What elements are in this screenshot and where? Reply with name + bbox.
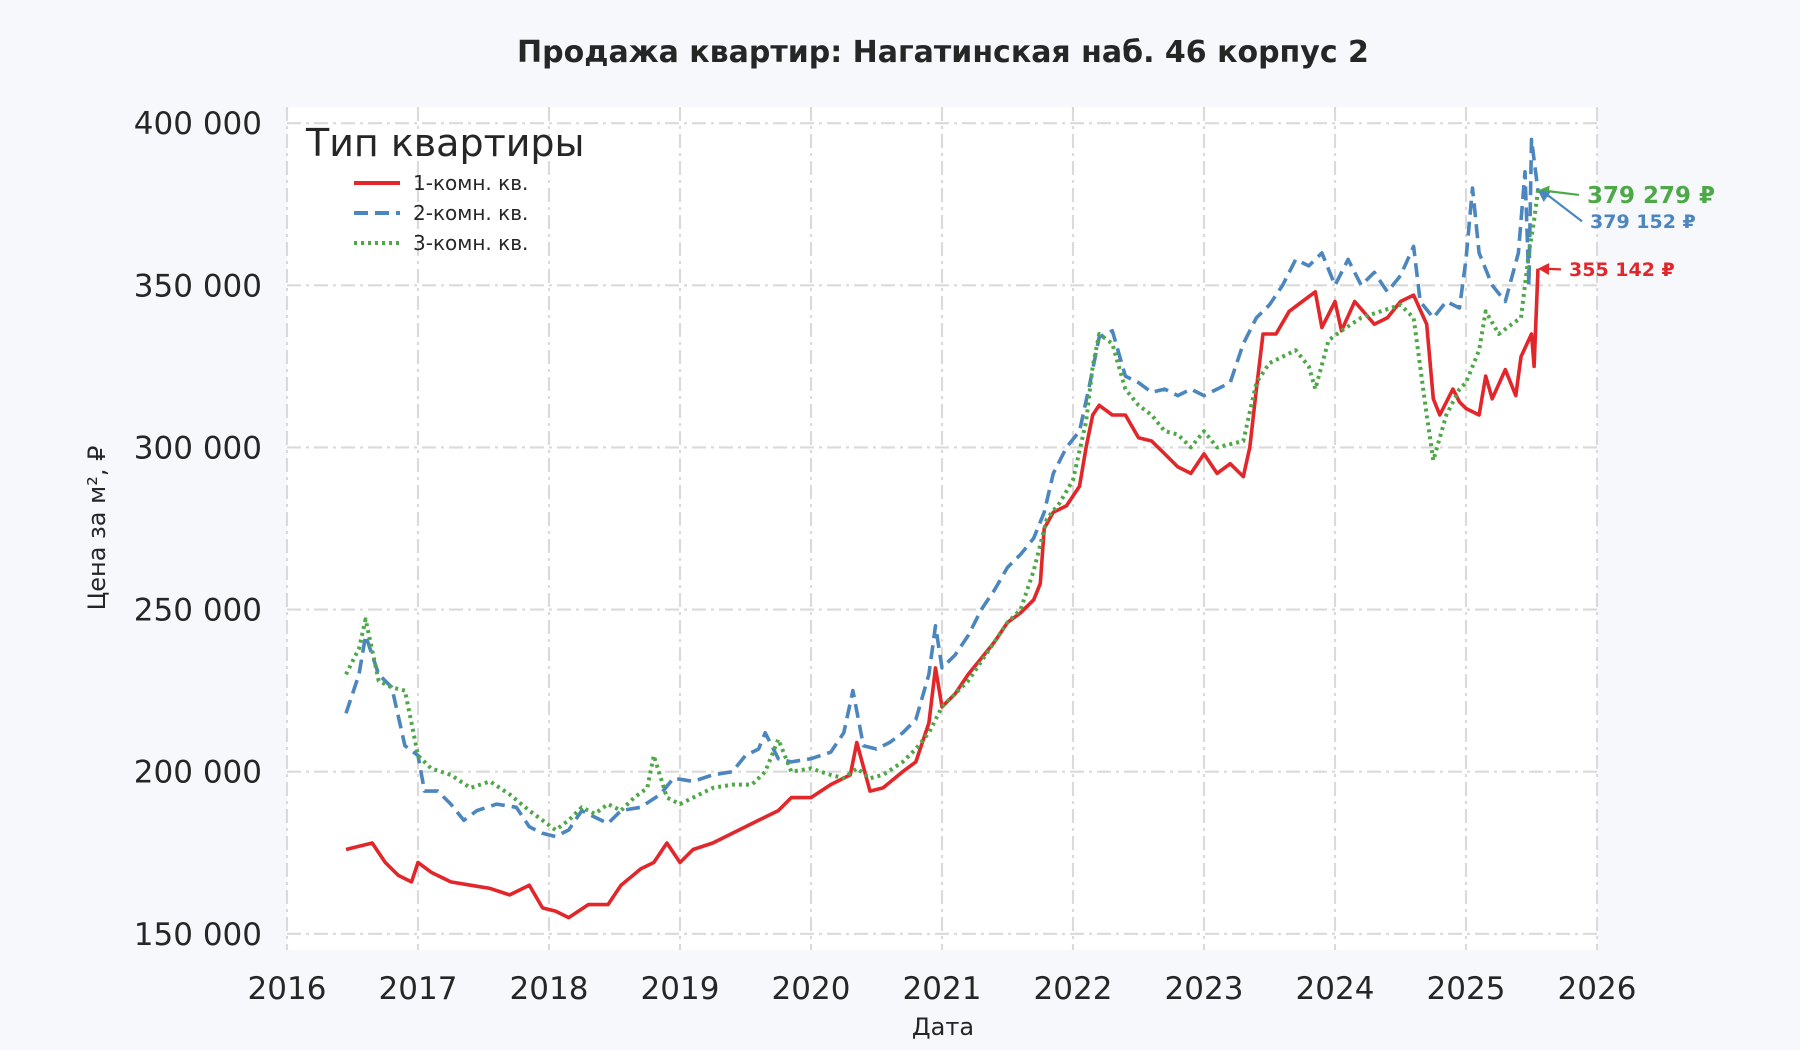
x-tick-label: 2016 — [248, 971, 327, 1007]
legend-label: 3-комн. кв. — [413, 231, 528, 255]
series-line-3 — [344, 190, 1540, 832]
annotation-label: 355 142 ₽ — [1569, 259, 1675, 281]
axis-ticks: 2016 2017 2018 2019 2020 2021 2022 2023 2024 2025… — [134, 106, 1637, 1007]
annotation-arrowhead — [1538, 262, 1550, 275]
end-value-annotations: 379 279 ₽379 152 ₽ 355 142 ₽ — [1538, 183, 1715, 281]
series-line-2 — [344, 137, 1540, 839]
legend-title: Тип квартиры — [305, 121, 585, 165]
chart-title: Продажа квартир: Нагатинская наб. 46 кор… — [517, 35, 1369, 70]
annotation-label: 379 152 ₽ — [1590, 211, 1696, 233]
x-axis-title: Дата — [912, 1013, 974, 1041]
x-tick-label: 2025 — [1427, 971, 1506, 1007]
y-tick-label: 200 000 — [134, 755, 262, 791]
x-tick-label: 2017 — [379, 971, 458, 1007]
annotation-label: 379 279 ₽ — [1587, 183, 1715, 209]
x-tick-label: 2023 — [1165, 971, 1244, 1007]
y-tick-label: 250 000 — [134, 593, 262, 629]
x-tick-label: 2019 — [641, 971, 720, 1007]
series-lines — [344, 137, 1540, 920]
y-axis-title: Цена за м², ₽ — [83, 446, 111, 611]
legend: Тип квартиры 1-комн. кв. 2-комн. кв. 3-ком… — [305, 121, 585, 255]
x-tick-label: 2020 — [772, 971, 851, 1007]
grid — [285, 107, 1599, 950]
annotation-arrowhead — [1538, 190, 1551, 203]
x-tick-label: 2026 — [1558, 971, 1637, 1007]
legend-label: 2-комн. кв. — [413, 201, 528, 225]
x-tick-label: 2022 — [1034, 971, 1113, 1007]
y-tick-label: 300 000 — [134, 430, 262, 466]
series-line-1 — [345, 268, 1540, 920]
legend-label: 1-комн. кв. — [413, 171, 528, 195]
y-tick-label: 150 000 — [134, 917, 262, 953]
x-tick-label: 2018 — [510, 971, 589, 1007]
y-tick-label: 400 000 — [134, 106, 262, 142]
x-tick-label: 2024 — [1296, 971, 1375, 1007]
y-tick-label: 350 000 — [134, 268, 262, 304]
x-tick-label: 2021 — [903, 971, 982, 1007]
annotation-arrow — [1541, 189, 1583, 223]
